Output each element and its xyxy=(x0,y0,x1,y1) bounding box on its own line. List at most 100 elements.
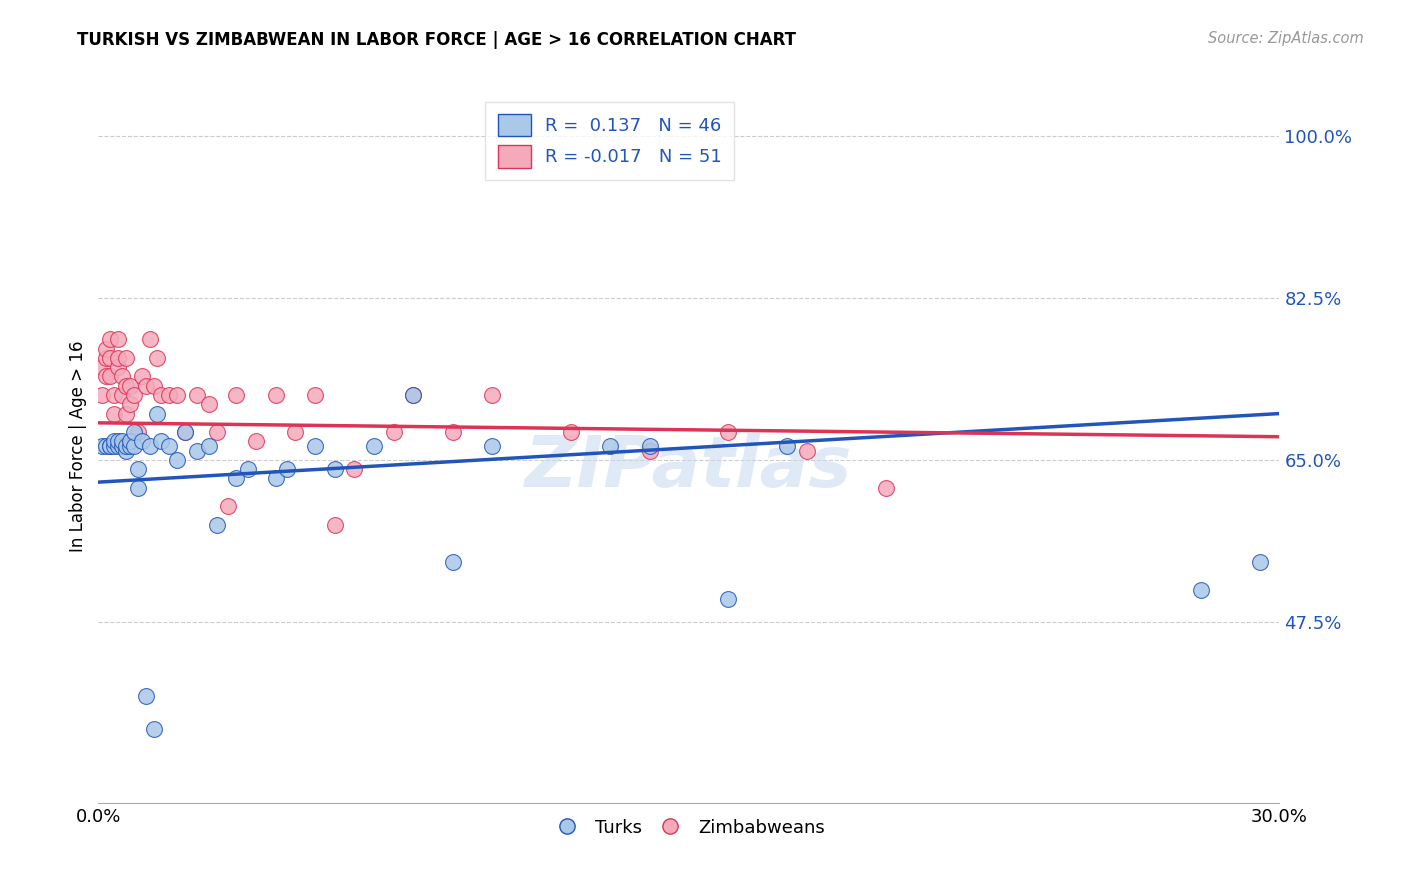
Point xyxy=(135,378,157,392)
Point xyxy=(363,439,385,453)
Point xyxy=(138,333,160,347)
Point xyxy=(98,439,121,453)
Point xyxy=(118,434,141,449)
Point xyxy=(205,425,228,439)
Point xyxy=(264,388,287,402)
Point xyxy=(599,439,621,453)
Point xyxy=(98,351,121,365)
Point xyxy=(91,388,114,402)
Point xyxy=(98,333,121,347)
Point xyxy=(118,439,141,453)
Point xyxy=(323,462,346,476)
Point xyxy=(107,360,129,375)
Point xyxy=(107,439,129,453)
Point xyxy=(135,690,157,704)
Point xyxy=(225,388,247,402)
Point xyxy=(96,342,118,356)
Point xyxy=(98,439,121,453)
Point xyxy=(186,443,208,458)
Point xyxy=(131,369,153,384)
Text: TURKISH VS ZIMBABWEAN IN LABOR FORCE | AGE > 16 CORRELATION CHART: TURKISH VS ZIMBABWEAN IN LABOR FORCE | A… xyxy=(77,31,796,49)
Point xyxy=(91,360,114,375)
Point xyxy=(107,434,129,449)
Point xyxy=(560,425,582,439)
Point xyxy=(217,500,239,514)
Point xyxy=(186,388,208,402)
Point xyxy=(276,462,298,476)
Point xyxy=(1189,582,1212,597)
Point xyxy=(796,443,818,458)
Point xyxy=(402,388,425,402)
Point xyxy=(98,369,121,384)
Point xyxy=(146,407,169,421)
Point xyxy=(103,434,125,449)
Point xyxy=(91,439,114,453)
Point xyxy=(157,439,180,453)
Point xyxy=(111,388,134,402)
Point xyxy=(205,517,228,532)
Point xyxy=(150,434,173,449)
Point xyxy=(304,388,326,402)
Point xyxy=(103,407,125,421)
Point xyxy=(111,369,134,384)
Point xyxy=(875,481,897,495)
Point xyxy=(150,388,173,402)
Point xyxy=(402,388,425,402)
Point xyxy=(111,439,134,453)
Point xyxy=(115,351,138,365)
Point xyxy=(118,397,141,411)
Point xyxy=(481,388,503,402)
Point xyxy=(131,434,153,449)
Point xyxy=(174,425,197,439)
Point xyxy=(343,462,366,476)
Point xyxy=(138,439,160,453)
Point xyxy=(103,439,125,453)
Point xyxy=(96,369,118,384)
Point xyxy=(284,425,307,439)
Point xyxy=(127,462,149,476)
Point xyxy=(776,439,799,453)
Point xyxy=(717,425,740,439)
Point xyxy=(166,453,188,467)
Point xyxy=(166,388,188,402)
Point xyxy=(127,425,149,439)
Point xyxy=(103,388,125,402)
Point xyxy=(127,481,149,495)
Point xyxy=(122,425,145,439)
Point xyxy=(441,555,464,569)
Point xyxy=(157,388,180,402)
Point xyxy=(245,434,267,449)
Point xyxy=(122,439,145,453)
Point xyxy=(107,333,129,347)
Text: ZIPatlas: ZIPatlas xyxy=(526,433,852,502)
Point xyxy=(146,351,169,365)
Point xyxy=(111,434,134,449)
Point xyxy=(481,439,503,453)
Point xyxy=(96,351,118,365)
Point xyxy=(236,462,259,476)
Point xyxy=(638,439,661,453)
Point xyxy=(197,397,219,411)
Point xyxy=(115,443,138,458)
Point xyxy=(142,378,165,392)
Point xyxy=(197,439,219,453)
Point xyxy=(107,351,129,365)
Point xyxy=(441,425,464,439)
Point xyxy=(717,591,740,606)
Point xyxy=(304,439,326,453)
Point xyxy=(96,439,118,453)
Point xyxy=(174,425,197,439)
Legend: Turks, Zimbabweans: Turks, Zimbabweans xyxy=(546,812,832,844)
Point xyxy=(118,378,141,392)
Y-axis label: In Labor Force | Age > 16: In Labor Force | Age > 16 xyxy=(69,340,87,552)
Point xyxy=(382,425,405,439)
Point xyxy=(115,439,138,453)
Point xyxy=(122,388,145,402)
Point xyxy=(225,471,247,485)
Point xyxy=(264,471,287,485)
Point xyxy=(638,443,661,458)
Text: Source: ZipAtlas.com: Source: ZipAtlas.com xyxy=(1208,31,1364,46)
Point xyxy=(115,378,138,392)
Point xyxy=(323,517,346,532)
Point xyxy=(115,407,138,421)
